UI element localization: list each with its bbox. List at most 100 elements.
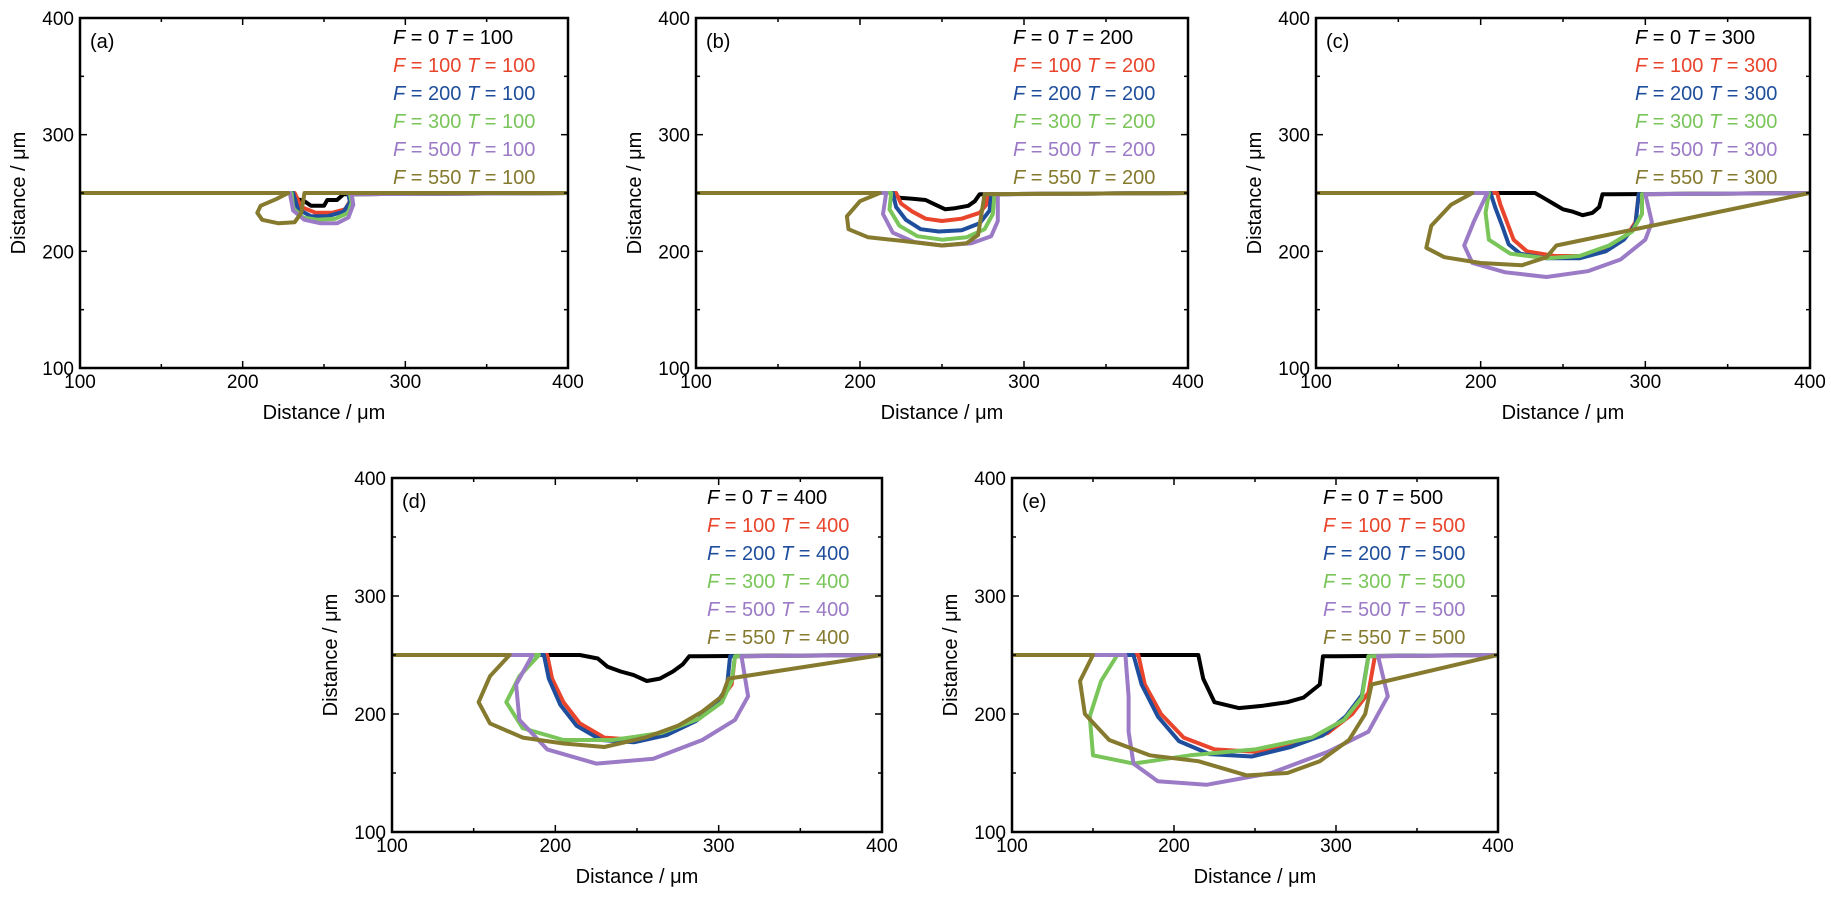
legend-entry: F = 500 T = 100 <box>393 139 535 161</box>
y-tick-label: 300 <box>42 126 74 147</box>
series-line-f200 <box>696 191 1188 234</box>
legend-entry: F = 0 T = 400 <box>707 487 827 509</box>
x-tick-label: 200 <box>227 372 259 393</box>
panel-label: (a) <box>90 31 114 53</box>
y-tick-label: 200 <box>42 242 74 263</box>
legend-entry: F = 550 T = 500 <box>1323 627 1465 649</box>
legend-entry: F = 500 T = 500 <box>1323 599 1465 621</box>
series-line-f550 <box>696 191 1188 248</box>
x-tick-label: 300 <box>703 836 735 857</box>
y-axis-label: Distance / μm <box>940 594 962 717</box>
x-tick-label: 100 <box>680 372 712 393</box>
y-tick-label: 100 <box>974 823 1006 844</box>
series-line-f500 <box>80 191 568 226</box>
x-tick-label: 200 <box>844 372 876 393</box>
panel-label: (c) <box>1326 31 1349 53</box>
x-tick-label: 200 <box>1465 372 1497 393</box>
legend-entry: F = 300 T = 200 <box>1013 111 1155 133</box>
series-group <box>1012 653 1498 787</box>
y-tick-label: 200 <box>1278 242 1310 263</box>
y-tick-label: 400 <box>1278 9 1310 30</box>
x-tick-label: 300 <box>1320 836 1352 857</box>
legend-entry: F = 300 T = 500 <box>1323 571 1465 593</box>
legend-entry: F = 200 T = 300 <box>1635 83 1777 105</box>
legend-entry: F = 500 T = 400 <box>707 599 849 621</box>
x-tick-label: 400 <box>866 836 898 857</box>
y-tick-label: 200 <box>658 242 690 263</box>
series-line-f550 <box>1012 653 1498 778</box>
x-tick-label: 300 <box>389 372 421 393</box>
series-line-f300 <box>696 191 1188 242</box>
x-axis-label: Distance / μm <box>881 402 1004 424</box>
legend-entry: F = 200 T = 100 <box>393 83 535 105</box>
series-line-f200 <box>1316 191 1810 261</box>
legend-entry: F = 0 T = 500 <box>1323 487 1443 509</box>
series-line-f300 <box>1012 653 1498 766</box>
series-line-f550 <box>1316 191 1810 268</box>
x-tick-label: 100 <box>996 836 1028 857</box>
panel-b: 100 200 300 400 100 200 300 400 Distance / μm Dis… <box>624 9 1204 424</box>
legend-entry: F = 300 T = 100 <box>393 111 535 133</box>
panel-label: (d) <box>402 491 426 513</box>
y-tick-label: 100 <box>658 359 690 380</box>
x-axis-label: Distance / μm <box>576 866 699 888</box>
x-tick-label: 100 <box>376 836 408 857</box>
x-tick-label: 400 <box>1482 836 1514 857</box>
y-tick-label: 300 <box>658 126 690 147</box>
series-line-f500 <box>1316 191 1810 279</box>
legend-entry: F = 300 T = 300 <box>1635 111 1777 133</box>
y-tick-label: 100 <box>354 823 386 844</box>
y-tick-label: 400 <box>974 469 1006 490</box>
panel-e: 100 200 300 400 100 200 300 400 Distance / μm Dis… <box>940 469 1514 888</box>
y-tick-label: 400 <box>42 9 74 30</box>
y-tick-label: 100 <box>42 359 74 380</box>
series-line-f100 <box>696 191 1188 223</box>
x-tick-label: 200 <box>539 836 571 857</box>
series-line-f300 <box>1316 191 1810 261</box>
y-axis-label: Distance / μm <box>624 132 646 255</box>
x-tick-label: 200 <box>1158 836 1190 857</box>
y-tick-label: 300 <box>354 587 386 608</box>
legend-entry: F = 550 T = 200 <box>1013 167 1155 189</box>
y-tick-label: 200 <box>974 705 1006 726</box>
series-group <box>1316 191 1810 279</box>
y-tick-label: 300 <box>1278 126 1310 147</box>
y-tick-label: 400 <box>354 469 386 490</box>
x-axis-label: Distance / μm <box>1194 866 1317 888</box>
panel-label: (e) <box>1022 491 1046 513</box>
series-line-f550 <box>80 191 568 226</box>
series-line-f500 <box>1012 653 1498 787</box>
legend-entry: F = 100 T = 100 <box>393 55 535 77</box>
legend-entry: F = 550 T = 400 <box>707 627 849 649</box>
series-group <box>80 191 568 226</box>
x-axis-label: Distance / μm <box>263 402 386 424</box>
panel-label: (b) <box>706 31 730 53</box>
legend-entry: F = 100 T = 200 <box>1013 55 1155 77</box>
series-line-f0 <box>392 653 882 683</box>
legend-entry: F = 100 T = 300 <box>1635 55 1777 77</box>
x-tick-label: 300 <box>1008 372 1040 393</box>
y-tick-label: 200 <box>354 705 386 726</box>
panel-a: 100 200 300 400 100 200 300 400 Distance / μm Dis… <box>8 9 584 424</box>
x-tick-label: 400 <box>1172 372 1204 393</box>
series-line-f0 <box>1012 653 1498 711</box>
series-group <box>696 191 1188 248</box>
legend-entry: F = 300 T = 400 <box>707 571 849 593</box>
legend-entry: F = 550 T = 100 <box>393 167 535 189</box>
x-tick-label: 300 <box>1629 372 1661 393</box>
y-tick-label: 100 <box>1278 359 1310 380</box>
panel-d: 100 200 300 400 100 200 300 400 Distance / μm Dis… <box>320 469 898 888</box>
y-axis-label: Distance / μm <box>320 594 342 717</box>
series-line-f0 <box>1316 191 1810 218</box>
series-line-f550 <box>392 653 882 749</box>
legend-entry: F = 500 T = 300 <box>1635 139 1777 161</box>
legend-entry: F = 550 T = 300 <box>1635 167 1777 189</box>
y-axis-label: Distance / μm <box>8 132 30 255</box>
series-group <box>392 653 882 766</box>
legend-entry: F = 100 T = 400 <box>707 515 849 537</box>
series-line-f500 <box>392 653 882 766</box>
x-axis-label: Distance / μm <box>1502 402 1625 424</box>
y-axis-label: Distance / μm <box>1244 132 1266 255</box>
legend-entry: F = 0 T = 300 <box>1635 27 1755 49</box>
y-tick-label: 300 <box>974 587 1006 608</box>
